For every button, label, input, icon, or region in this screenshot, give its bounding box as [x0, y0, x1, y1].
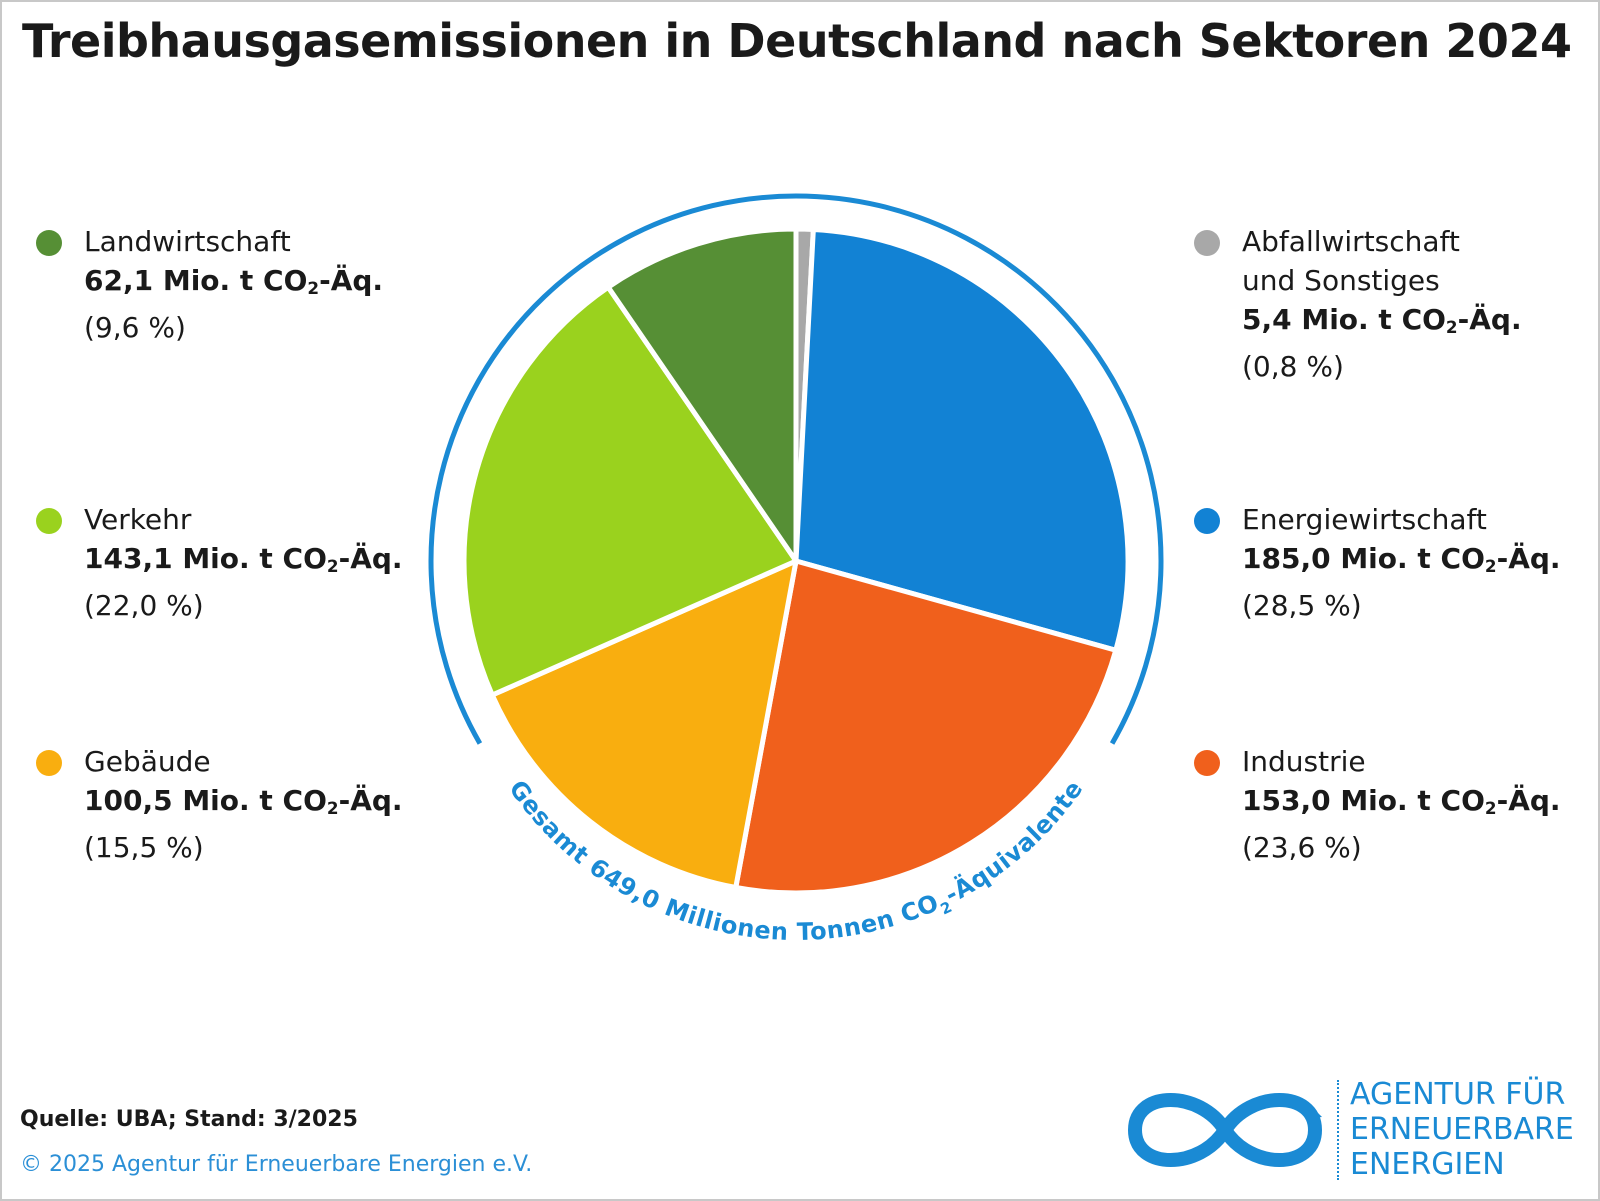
legend-name-verkehr: Verkehr	[84, 503, 192, 536]
pie-slices	[461, 226, 1131, 896]
legend-value-industrie: 153,0 Mio. t CO2-Äq.	[1242, 784, 1561, 819]
legend-dot-energie	[1194, 508, 1220, 534]
logo-divider	[1337, 1080, 1339, 1180]
logo-line-1: AGENTUR FÜR	[1350, 1077, 1566, 1112]
aee-infinity-logo-icon	[1127, 1093, 1323, 1167]
legend-gebaeude: Gebäude 100,5 Mio. t CO2-Äq. (15,5 %)	[36, 742, 403, 867]
legend-name-landwirtschaft: Landwirtschaft	[84, 225, 291, 258]
chart-title: Treibhausgasemissionen in Deutschland na…	[22, 14, 1572, 68]
legend-dot-gebaeude	[36, 750, 62, 776]
legend-dot-verkehr	[36, 508, 62, 534]
legend-dot-abfall	[1194, 230, 1220, 256]
logo-line-2: ERNEUERBARE	[1350, 1112, 1574, 1147]
legend-value-energie: 185,0 Mio. t CO2-Äq.	[1242, 542, 1561, 577]
pie-slice-energiewirtschaft	[793, 226, 1131, 653]
pie-slice-landwirtschaft	[605, 226, 799, 564]
legend-landwirtschaft: Landwirtschaft 62,1 Mio. t CO2-Äq. (9,6 …	[36, 222, 383, 347]
source-note: Quelle: UBA; Stand: 3/2025	[20, 1107, 358, 1132]
total-outline-arc	[428, 193, 1164, 745]
legend-dot-landwirtschaft	[36, 230, 62, 256]
legend-name-gebaeude: Gebäude	[84, 745, 211, 778]
legend-value-landwirtschaft: 62,1 Mio. t CO2-Äq.	[84, 264, 384, 299]
legend-value-verkehr: 143,1 Mio. t CO2-Äq.	[84, 542, 403, 577]
legend-percent-landwirtschaft: (9,6 %)	[84, 311, 186, 345]
legend-name2-abfall: und Sonstiges	[1242, 264, 1440, 297]
legend-percent-abfall: (0,8 %)	[1242, 350, 1344, 384]
legend-abfall: Abfallwirtschaft und Sonstiges 5,4 Mio. …	[1194, 222, 1522, 386]
pie-slice-gebäude	[489, 558, 799, 890]
logo-wordmark: AGENTUR FÜR ERNEUERBARE ENERGIEN	[1350, 1077, 1574, 1182]
legend-verkehr: Verkehr 143,1 Mio. t CO2-Äq. (22,0 %)	[36, 500, 403, 625]
legend-name-industrie: Industrie	[1242, 745, 1366, 778]
legend-name-energie: Energiewirtschaft	[1242, 503, 1487, 536]
pie-slice-verkehr	[461, 284, 799, 698]
legend-energie: Energiewirtschaft 185,0 Mio. t CO2-Äq. (…	[1194, 500, 1561, 625]
pie-slice-industrie	[733, 558, 1119, 896]
legend-percent-gebaeude: (15,5 %)	[84, 831, 204, 865]
legend-industrie: Industrie 153,0 Mio. t CO2-Äq. (23,6 %)	[1194, 742, 1561, 867]
legend-value-abfall: 5,4 Mio. t CO2-Äq.	[1242, 303, 1522, 338]
legend-percent-verkehr: (22,0 %)	[84, 589, 204, 623]
legend-percent-industrie: (23,6 %)	[1242, 831, 1362, 865]
legend-value-gebaeude: 100,5 Mio. t CO2-Äq.	[84, 784, 403, 819]
logo-line-3: ENERGIEN	[1350, 1147, 1505, 1182]
legend-dot-industrie	[1194, 750, 1220, 776]
legend-name-abfall: Abfallwirtschaft	[1242, 225, 1460, 258]
copyright-note: © 2025 Agentur für Erneuerbare Energien …	[20, 1152, 533, 1177]
legend-percent-energie: (28,5 %)	[1242, 589, 1362, 623]
